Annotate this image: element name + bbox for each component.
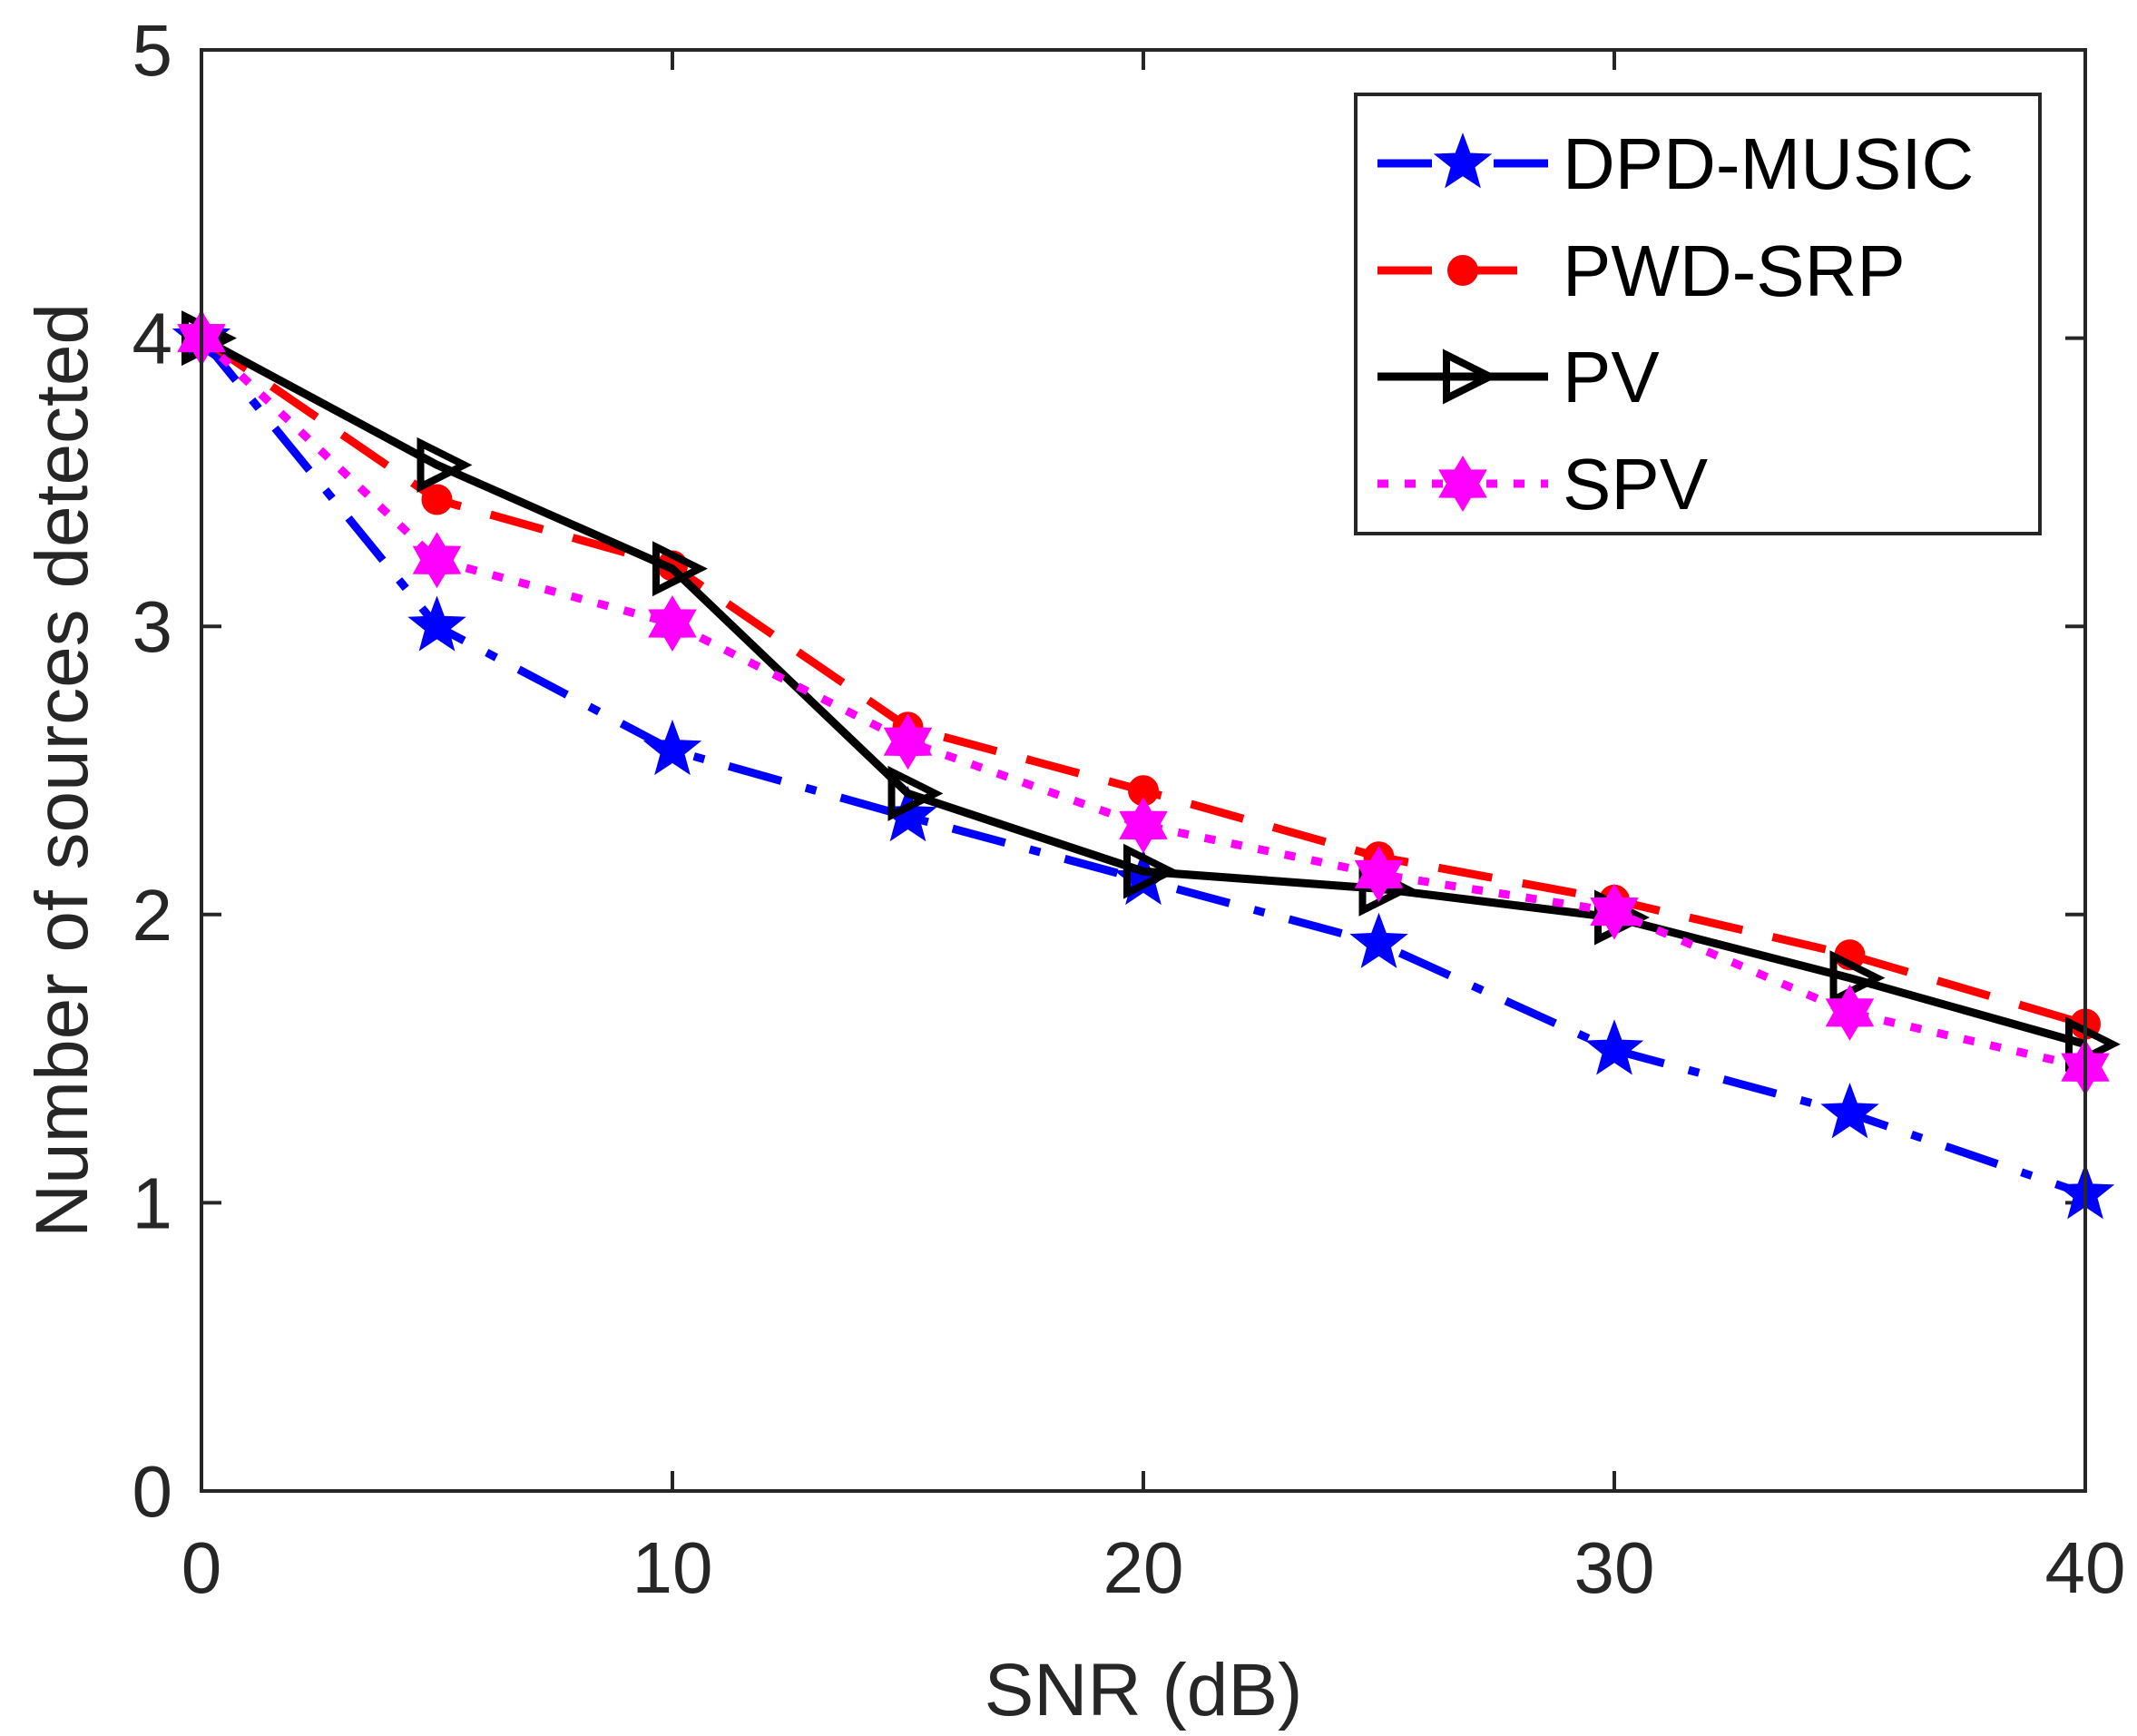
series-line-pv — [199, 334, 2087, 1049]
data-point-dpd-music — [1584, 1019, 1644, 1075]
data-point-spv — [648, 595, 697, 652]
legend-label-pv: PV — [1563, 337, 1660, 417]
x-tick-label: 10 — [632, 1527, 713, 1608]
data-point-spv — [412, 532, 462, 589]
legend-label-spv: SPV — [1563, 444, 1709, 525]
data-point-spv — [1119, 797, 1168, 854]
y-tick-label: 3 — [132, 586, 173, 667]
y-tick-label: 0 — [132, 1451, 173, 1532]
legend-entry-dpd-music: DPD-MUSIC — [1377, 123, 1974, 204]
x-tick-label: 20 — [1103, 1527, 1184, 1608]
data-point-pv — [1829, 950, 1886, 1006]
data-point-pv — [1123, 843, 1179, 899]
data-point-pwd-srp — [421, 484, 453, 515]
data-point-pv — [887, 765, 944, 821]
data-point-pv — [652, 541, 708, 597]
x-tick-label: 0 — [181, 1527, 222, 1608]
legend-marker-pv — [1443, 348, 1498, 405]
x-tick-label: 30 — [1574, 1527, 1655, 1608]
data-point-spv — [883, 713, 933, 770]
data-point-spv — [1825, 984, 1875, 1041]
data-point-spv — [1590, 883, 1639, 940]
x-tick-label: 40 — [2045, 1527, 2126, 1608]
series-layer — [172, 307, 2121, 1220]
x-axis-ticks: 0 10 20 30 40 — [181, 50, 2126, 1608]
legend-label-pwd-srp: PWD-SRP — [1563, 230, 1906, 311]
legend-marker-dpd-music — [1433, 132, 1493, 189]
y-tick-label: 2 — [132, 875, 173, 956]
plot-area-frame — [200, 48, 2087, 1493]
legend-entry-spv: SPV — [1377, 444, 1709, 525]
data-point-pv — [417, 436, 473, 493]
y-tick-label: 1 — [132, 1162, 173, 1243]
y-axis-ticks: 0 1 2 3 4 5 — [132, 10, 2085, 1532]
x-axis-label: SNR (dB) — [985, 1649, 1303, 1731]
data-point-dpd-music — [878, 785, 937, 842]
legend-marker-spv — [1438, 456, 1487, 512]
data-point-dpd-music — [1820, 1083, 1879, 1139]
legend: DPD-MUSIC PWD-SRP PV SPV — [1354, 93, 2042, 535]
legend-label-dpd-music: DPD-MUSIC — [1563, 123, 1974, 204]
data-point-spv — [1354, 846, 1404, 903]
y-tick-label: 5 — [132, 10, 173, 91]
data-point-dpd-music — [642, 719, 702, 776]
legend-entry-pwd-srp: PWD-SRP — [1377, 230, 1906, 311]
y-tick-label: 4 — [132, 299, 173, 379]
legend-marker-pwd-srp — [1447, 255, 1478, 286]
y-axis-label: Number of sources detected — [21, 303, 103, 1238]
data-point-dpd-music — [1349, 912, 1408, 968]
data-point-dpd-music — [407, 595, 466, 652]
legend-entry-pv: PV — [1377, 337, 1660, 417]
